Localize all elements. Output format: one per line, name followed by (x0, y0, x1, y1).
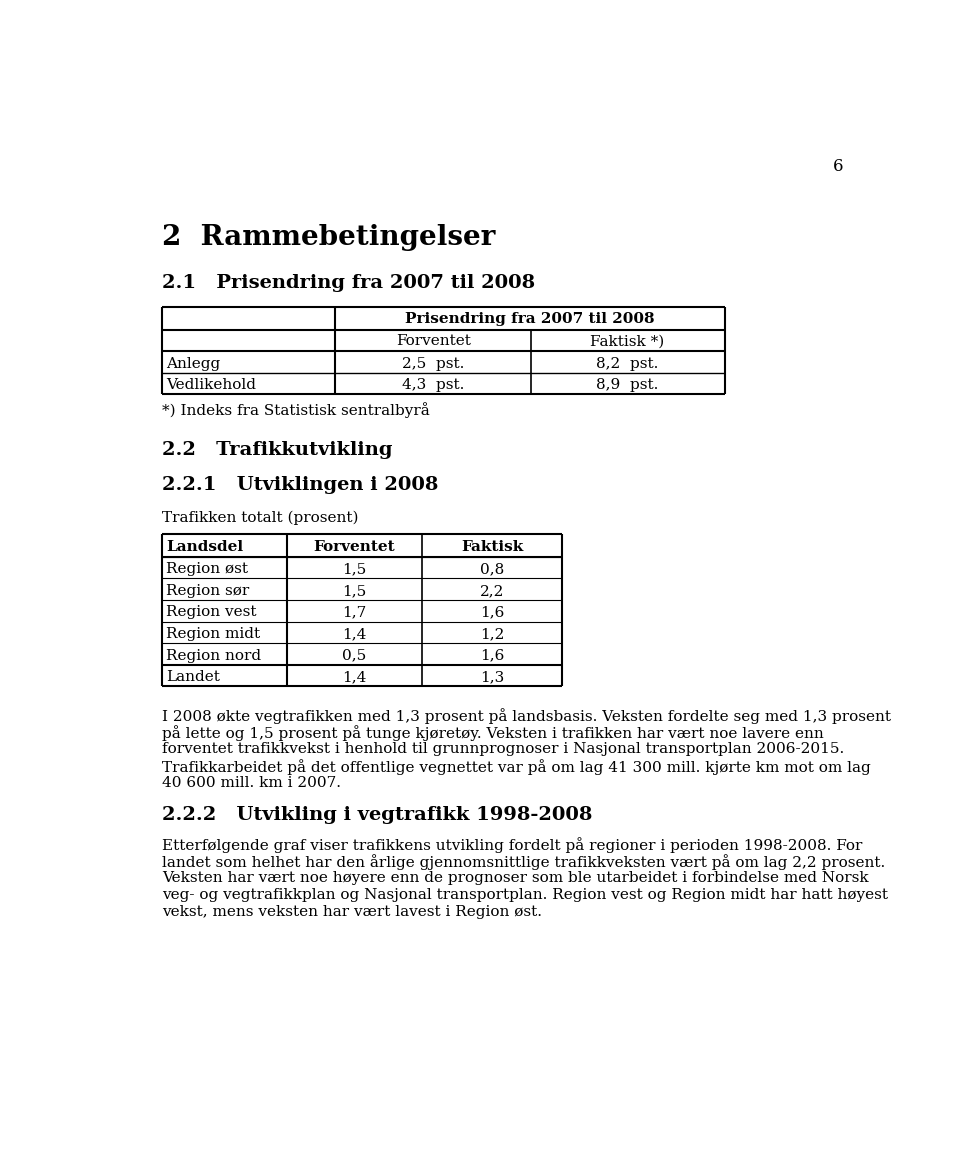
Text: på lette og 1,5 prosent på tunge kjøretøy. Veksten i trafikken har vært noe lave: på lette og 1,5 prosent på tunge kjøretø… (162, 724, 824, 741)
Text: veg- og vegtrafikkplan og Nasjonal transportplan. Region vest og Region midt har: veg- og vegtrafikkplan og Nasjonal trans… (162, 888, 888, 902)
Text: Anlegg: Anlegg (166, 356, 221, 370)
Text: 1,5: 1,5 (343, 583, 367, 597)
Text: 1,3: 1,3 (480, 670, 504, 684)
Text: vekst, mens veksten har vært lavest i Region øst.: vekst, mens veksten har vært lavest i Re… (162, 906, 541, 918)
Text: I 2008 økte vegtrafikken med 1,3 prosent på landsbasis. Veksten fordelte seg med: I 2008 økte vegtrafikken med 1,3 prosent… (162, 708, 891, 723)
Text: Etterfølgende graf viser trafikkens utvikling fordelt på regioner i perioden 199: Etterfølgende graf viser trafikkens utvi… (162, 837, 862, 853)
Text: 1,6: 1,6 (480, 648, 504, 662)
Text: 2.2.2   Utvikling i vegtrafikk 1998-2008: 2.2.2 Utvikling i vegtrafikk 1998-2008 (162, 807, 592, 824)
Text: Region sør: Region sør (166, 583, 250, 597)
Text: *) Indeks fra Statistisk sentralbyrå: *) Indeks fra Statistisk sentralbyrå (162, 402, 430, 417)
Text: 1,4: 1,4 (343, 670, 367, 684)
Text: Forventet: Forventet (314, 540, 396, 554)
Text: 1,7: 1,7 (343, 606, 367, 620)
Text: Region øst: Region øst (166, 562, 249, 576)
Text: Landsdel: Landsdel (166, 540, 244, 554)
Text: 0,5: 0,5 (343, 648, 367, 662)
Text: Region nord: Region nord (166, 648, 262, 662)
Text: Faktisk: Faktisk (461, 540, 523, 554)
Text: 2,2: 2,2 (480, 583, 504, 597)
Text: 8,2  pst.: 8,2 pst. (596, 356, 659, 370)
Text: Region vest: Region vest (166, 606, 257, 620)
Text: Trafikkarbeidet på det offentlige vegnettet var på om lag 41 300 mill. kjørte km: Trafikkarbeidet på det offentlige vegnet… (162, 759, 871, 775)
Text: Veksten har vært noe høyere enn de prognoser som ble utarbeidet i forbindelse me: Veksten har vært noe høyere enn de progn… (162, 871, 869, 886)
Text: 8,9  pst.: 8,9 pst. (596, 379, 659, 393)
Text: Forventet: Forventet (396, 334, 470, 348)
Text: forventet trafikkvekst i henhold til grunnprognoser i Nasjonal transportplan 200: forventet trafikkvekst i henhold til gru… (162, 742, 844, 756)
Text: 2,5  pst.: 2,5 pst. (402, 356, 465, 370)
Text: 2  Rammebetingelser: 2 Rammebetingelser (162, 225, 495, 252)
Text: 2.2   Trafikkutvikling: 2.2 Trafikkutvikling (162, 441, 393, 460)
Text: 1,2: 1,2 (480, 627, 504, 641)
Text: 6: 6 (833, 158, 844, 175)
Text: 4,3  pst.: 4,3 pst. (402, 379, 465, 393)
Text: Vedlikehold: Vedlikehold (166, 379, 256, 393)
Text: 1,4: 1,4 (343, 627, 367, 641)
Text: Landet: Landet (166, 670, 221, 684)
Text: Prisendring fra 2007 til 2008: Prisendring fra 2007 til 2008 (405, 312, 655, 326)
Text: Trafikken totalt (prosent): Trafikken totalt (prosent) (162, 510, 358, 526)
Text: landet som helhet har den årlige gjennomsnittlige trafikkveksten vært på om lag : landet som helhet har den årlige gjennom… (162, 854, 885, 870)
Text: Region midt: Region midt (166, 627, 260, 641)
Text: 2.1   Prisendring fra 2007 til 2008: 2.1 Prisendring fra 2007 til 2008 (162, 274, 535, 292)
Text: 2.2.1   Utviklingen i 2008: 2.2.1 Utviklingen i 2008 (162, 476, 438, 494)
Text: 0,8: 0,8 (480, 562, 504, 576)
Text: 1,6: 1,6 (480, 606, 504, 620)
Text: 40 600 mill. km i 2007.: 40 600 mill. km i 2007. (162, 776, 341, 789)
Text: Faktisk *): Faktisk *) (590, 334, 664, 348)
Text: 1,5: 1,5 (343, 562, 367, 576)
